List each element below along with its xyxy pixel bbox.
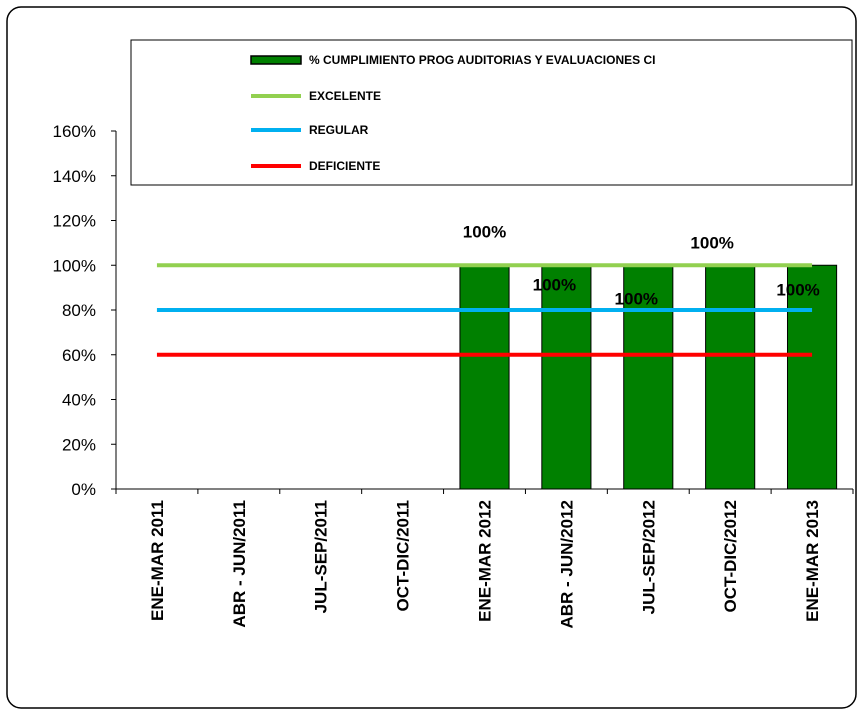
legend-label: % CUMPLIMIENTO PROG AUDITORIAS Y EVALUAC… <box>309 53 655 67</box>
bar <box>623 264 674 490</box>
category-label: OCT-DIC/2012 <box>721 500 740 612</box>
y-tick-label: 100% <box>53 256 96 275</box>
bar <box>541 264 592 490</box>
legend: % CUMPLIMIENTO PROG AUDITORIAS Y EVALUAC… <box>130 39 853 186</box>
y-tick-label: 80% <box>62 301 96 320</box>
legend-label: DEFICIENTE <box>309 159 380 173</box>
plot-area: 0% 20% 40% 60% 80% 100% 120% 140% 160% ENE-MAR 20… <box>53 122 854 629</box>
y-tick-label: 0% <box>71 480 96 499</box>
data-label: 100% <box>533 275 576 294</box>
data-label: 100% <box>690 233 733 252</box>
category-label: ABR - JUN/2011 <box>230 500 249 628</box>
bar <box>786 264 838 490</box>
bar <box>459 264 510 490</box>
y-tick-label: 160% <box>53 122 96 141</box>
y-tick-label: 20% <box>62 435 96 454</box>
data-label: 100% <box>615 289 658 308</box>
category-label: OCT-DIC/2011 <box>394 500 413 612</box>
legend-label: EXCELENTE <box>309 89 381 103</box>
data-label: 100% <box>463 222 506 241</box>
y-tick-label: 60% <box>62 346 96 365</box>
legend-label: REGULAR <box>309 123 369 137</box>
data-label: 100% <box>776 280 819 299</box>
y-tick-label: 40% <box>62 391 96 410</box>
legend-swatch <box>250 55 302 65</box>
category-label: ENE-MAR 2011 <box>148 500 167 621</box>
y-tick-label: 140% <box>53 167 96 186</box>
bar <box>705 264 756 490</box>
category-label: ABR - JUN/2012 <box>557 500 576 629</box>
category-label: JUL-SEP/2012 <box>639 500 658 614</box>
y-tick-label: 120% <box>53 212 96 231</box>
category-label: JUL-SEP/2011 <box>312 500 331 613</box>
category-label: ENE-MAR 2012 <box>476 500 495 622</box>
category-label: ENE-MAR 2013 <box>803 500 822 622</box>
